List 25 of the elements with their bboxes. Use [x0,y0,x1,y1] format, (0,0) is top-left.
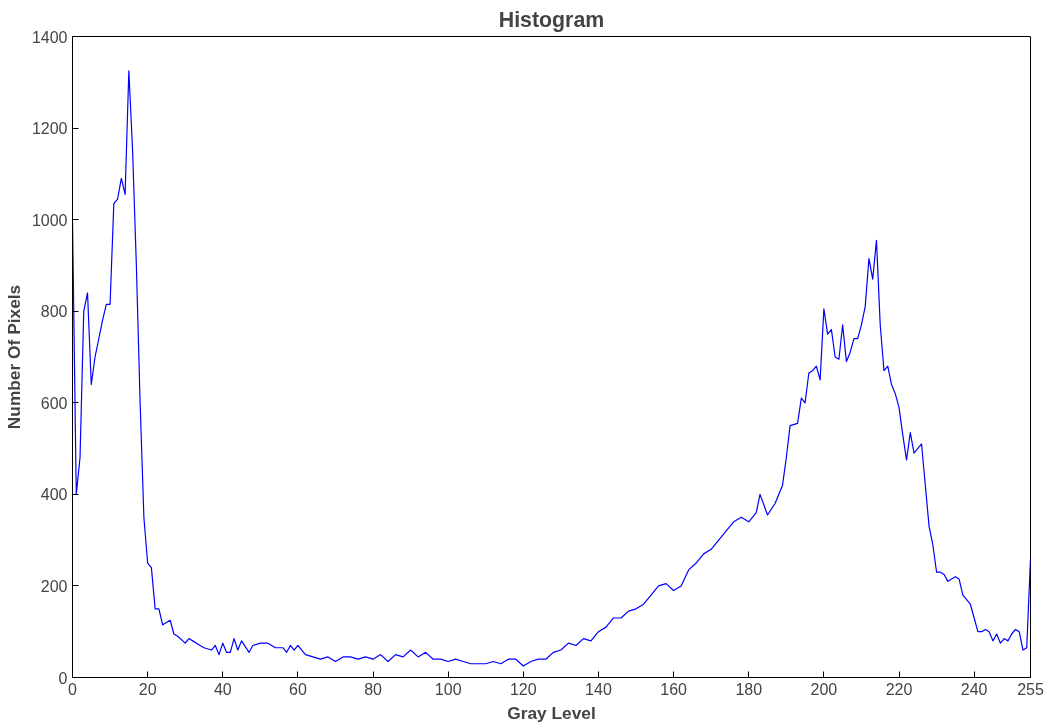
x-tick-label: 240 [960,680,988,698]
y-tick-label: 200 [40,577,68,595]
x-axis-title: Gray Level [507,702,596,723]
y-tick-label: 400 [40,486,68,504]
x-tick-label: 140 [585,680,612,698]
y-axis-title: Number Of Pixels [3,284,24,430]
x-tick-label: 180 [735,680,763,698]
x-tick-label: 255 [1017,680,1044,698]
x-tick-label: 200 [810,680,838,698]
x-tick-label: 80 [364,680,383,698]
x-tick-label: 20 [138,680,157,698]
y-tick-label: 1200 [31,120,68,138]
y-tick-label: 1400 [31,28,68,46]
x-tick-label: 220 [885,680,913,698]
x-tick-label: 120 [509,680,537,698]
y-tick-label: 800 [40,303,68,321]
x-tick-label: 60 [289,680,307,698]
y-tick-label: 600 [40,394,68,412]
chart-title: Histogram [498,7,605,32]
y-tick-label: 1000 [31,211,68,229]
line-series [72,70,1031,667]
x-tick-label: 100 [434,680,462,698]
x-tick-label: 40 [213,680,232,698]
x-tick-label: 160 [660,680,688,698]
y-tick-label: 0 [58,669,68,687]
